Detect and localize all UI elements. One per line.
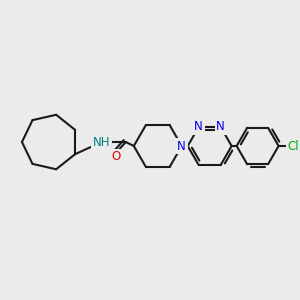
Text: N: N [216,121,225,134]
Text: N: N [177,140,186,152]
Text: Cl: Cl [288,140,299,152]
Text: NH: NH [93,136,111,148]
Text: O: O [111,151,121,164]
Text: N: N [194,121,203,134]
